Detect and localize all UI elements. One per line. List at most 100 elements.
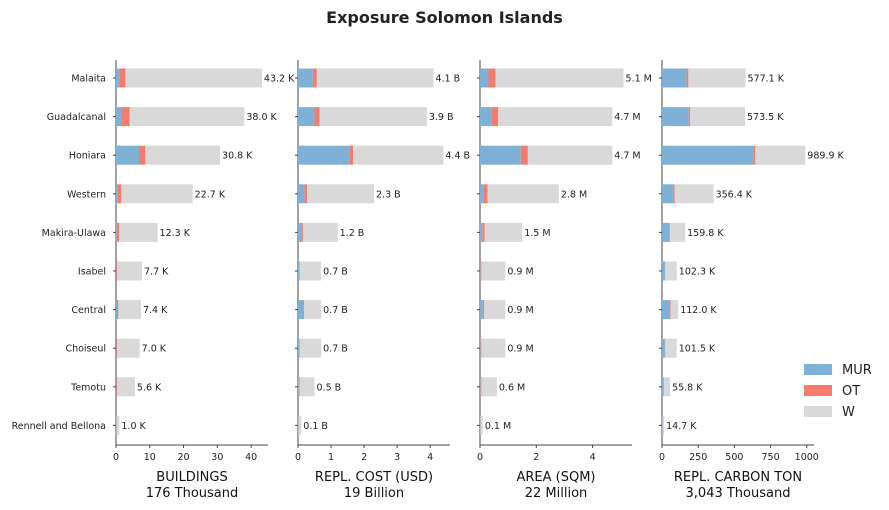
bar-w [299, 377, 315, 397]
x-tick-label: 1000 [795, 452, 819, 463]
legend-swatch-w [804, 406, 832, 417]
bar-mur [116, 222, 117, 242]
bar-total-label: 577.1 K [748, 74, 785, 85]
x-tick-label: 0 [659, 452, 665, 463]
bar-w [299, 338, 322, 358]
bar-total-label: 0.7 B [323, 267, 348, 278]
category-label: Temotu [70, 382, 106, 393]
bar-mur [480, 184, 484, 204]
bar-ot [312, 68, 317, 88]
bar-mur [298, 107, 315, 127]
bar-total-label: 101.5 K [679, 344, 716, 355]
bar-ot [116, 261, 118, 281]
x-tick-label: 0 [477, 452, 483, 463]
bar-w [145, 145, 221, 165]
bar-total-label: 5.1 M [626, 74, 652, 85]
bar-mur [116, 145, 139, 165]
bar-w [674, 184, 714, 204]
bar-w [119, 222, 158, 242]
x-tick-label: 250 [689, 452, 707, 463]
bar-w [117, 261, 143, 281]
legend-label: MUR [842, 363, 872, 378]
x-axis-subtitle: 19 Billion [344, 486, 404, 501]
bar-ot [119, 68, 126, 88]
category-label: Guadalcanal [47, 112, 106, 123]
bar-w [688, 68, 746, 88]
bar-total-label: 1.2 B [340, 228, 365, 239]
bar-mur [298, 184, 305, 204]
bar-total-label: 989.9 K [807, 151, 844, 162]
bar-mur [480, 107, 492, 127]
x-tick-label: 4 [427, 452, 433, 463]
bar-total-label: 38.0 K [246, 112, 277, 123]
bar-w [670, 300, 679, 320]
x-tick-label: 30 [211, 452, 223, 463]
bar-w [353, 145, 444, 165]
bar-ot [483, 184, 488, 204]
bar-total-label: 0.1 B [303, 421, 328, 432]
bar-ot [488, 68, 496, 88]
bar-mur [298, 377, 299, 397]
bar-w [755, 145, 806, 165]
x-tick-label: 2 [361, 452, 367, 463]
bar-total-label: 102.3 K [679, 267, 716, 278]
bar-ot [298, 338, 300, 358]
chart-title: Exposure Solomon Islands [326, 8, 563, 27]
bar-w [498, 107, 613, 127]
bar-ot [349, 145, 354, 165]
x-tick-label: 2 [533, 452, 539, 463]
bar-w [484, 222, 523, 242]
bar-total-label: 55.8 K [672, 382, 703, 393]
bar-mur [662, 338, 665, 358]
bar-w [299, 261, 322, 281]
bar-ot [753, 145, 756, 165]
bar-ot [491, 107, 499, 127]
bar-total-label: 1.0 K [121, 421, 146, 432]
bar-total-label: 112.0 K [680, 305, 717, 316]
bar-mur [298, 222, 302, 242]
x-axis-subtitle: 176 Thousand [146, 486, 239, 501]
bar-w [481, 377, 497, 397]
x-axis-label: AREA (SQM) [516, 470, 595, 485]
bar-total-label: 0.1 M [485, 421, 511, 432]
bar-mur [298, 261, 299, 281]
bar-total-label: 7.0 K [142, 344, 167, 355]
bar-total-label: 0.9 M [507, 267, 533, 278]
bar-ot [669, 300, 671, 320]
bar-mur [662, 300, 670, 320]
bar-ot [117, 300, 119, 320]
bar-total-label: 356.4 K [716, 189, 753, 200]
bar-w [669, 222, 686, 242]
bar-w [495, 68, 624, 88]
bar-w [487, 184, 559, 204]
category-label: Malaita [71, 74, 106, 85]
category-label: Honiara [69, 151, 106, 162]
bar-total-label: 0.7 B [323, 305, 348, 316]
x-tick-label: 0 [295, 452, 301, 463]
bar-ot [298, 261, 300, 281]
bar-total-label: 2.3 B [376, 189, 401, 200]
bar-w [527, 145, 613, 165]
bar-total-label: 0.6 M [499, 382, 525, 393]
bar-w [125, 68, 262, 88]
bar-ot [116, 377, 118, 397]
bar-ot [121, 107, 130, 127]
bar-ot [520, 145, 528, 165]
bar-ot [686, 68, 689, 88]
legend-swatch-ot [804, 385, 832, 396]
legend-label: OT [842, 384, 860, 399]
bar-mur [298, 68, 313, 88]
x-tick-label: 20 [178, 452, 190, 463]
bar-total-label: 0.9 M [507, 305, 533, 316]
x-tick-label: 3 [394, 452, 400, 463]
bar-w [663, 377, 671, 397]
bar-total-label: 30.8 K [222, 151, 253, 162]
bar-ot [480, 261, 482, 281]
x-tick-label: 10 [144, 452, 156, 463]
bar-w [129, 107, 245, 127]
bar-ot [116, 222, 120, 242]
bar-ot [480, 338, 482, 358]
bar-mur [662, 145, 754, 165]
bar-w [302, 222, 338, 242]
legend-swatch-mur [804, 364, 832, 375]
